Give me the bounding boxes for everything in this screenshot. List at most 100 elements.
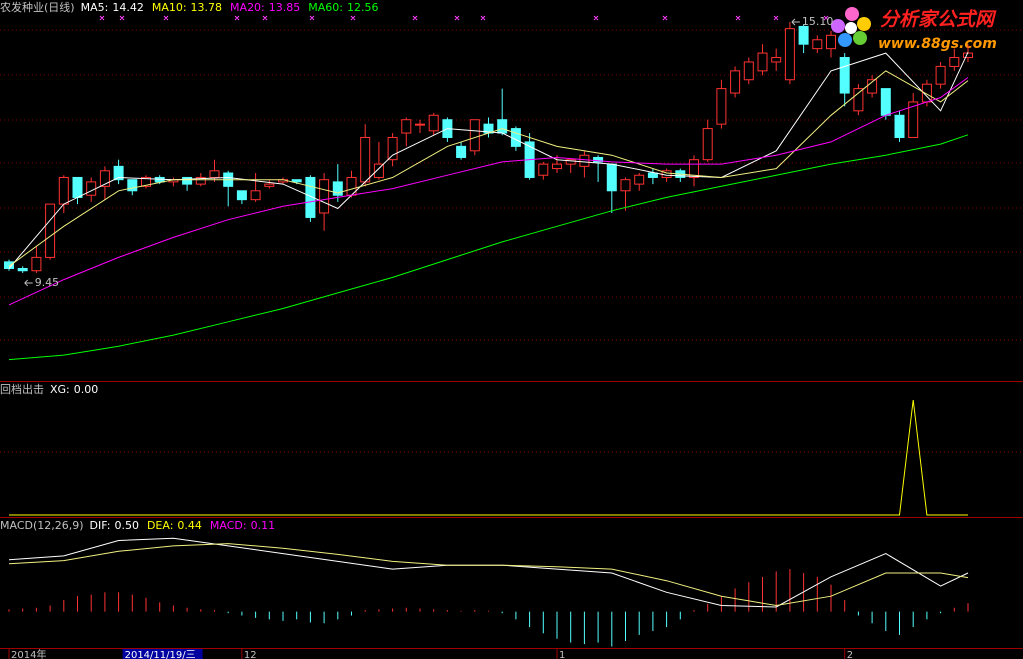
x-tick-label: 2 xyxy=(847,650,853,659)
candle-body xyxy=(743,61,754,81)
candle-body xyxy=(72,176,83,198)
candle-body xyxy=(552,163,562,170)
candle-body xyxy=(360,136,371,183)
candle-body xyxy=(195,176,206,185)
candle-body xyxy=(86,181,97,196)
ma-line xyxy=(8,51,969,269)
candle-body xyxy=(99,170,110,187)
candle-body xyxy=(565,159,576,165)
panel-title: MACD(12,26,9) xyxy=(0,519,84,532)
legend-value: 0.11 xyxy=(251,519,276,532)
cursor-box xyxy=(122,649,203,659)
candle-body xyxy=(17,268,28,272)
legend-name: MA5: xyxy=(81,1,109,14)
candle-body xyxy=(401,119,412,134)
candle-body xyxy=(319,179,330,214)
candle-body xyxy=(867,79,878,94)
candle-body xyxy=(387,136,398,161)
logo-petal xyxy=(853,31,867,45)
candle-body xyxy=(538,163,549,176)
candle-body xyxy=(606,163,617,192)
candle-body xyxy=(250,190,261,201)
legend-value: 13.85 xyxy=(269,1,301,14)
annotation-arrow xyxy=(791,18,800,26)
candle-body xyxy=(45,203,56,258)
candle-body xyxy=(182,176,193,185)
logo-petal xyxy=(838,33,852,47)
candle-body xyxy=(689,159,699,178)
candle-body xyxy=(757,52,768,72)
candle-body xyxy=(127,179,138,192)
legend-value: 12.56 xyxy=(347,1,379,14)
candle-body xyxy=(839,57,850,94)
candle-body xyxy=(236,190,247,201)
candle-body xyxy=(647,172,658,178)
logo-url: www.88gs.com xyxy=(878,36,997,52)
macd-line xyxy=(8,537,969,608)
legend-name: MA60: xyxy=(308,1,343,14)
indicator-line xyxy=(9,399,968,516)
panel-title: 回档出击 xyxy=(0,382,44,396)
legend-name: XG: xyxy=(50,383,70,396)
candle-body xyxy=(716,88,727,125)
candle-body xyxy=(784,28,795,81)
x-tick-label: 12 xyxy=(244,650,257,659)
candle-body xyxy=(771,57,782,63)
candle-body xyxy=(31,256,42,272)
signal-markers xyxy=(99,15,829,21)
candle-body xyxy=(428,114,439,132)
legend-name: DIF: xyxy=(90,519,111,532)
panel-title: 农发种业(日线) xyxy=(0,0,75,14)
candle-body xyxy=(113,165,124,181)
candle-body xyxy=(963,52,973,59)
candle-body xyxy=(209,170,220,178)
candle-body xyxy=(826,34,836,50)
candle-body xyxy=(305,176,316,218)
candle-body xyxy=(853,88,864,112)
legend-value: 0.44 xyxy=(177,519,202,532)
candle-body xyxy=(730,70,741,94)
cursor-date: 2014/11/19/三 xyxy=(125,650,196,659)
logo-petal xyxy=(845,7,859,21)
candle-body xyxy=(264,183,275,187)
legend-name: DEA: xyxy=(147,519,173,532)
ma-line xyxy=(8,134,969,361)
x-tick-label: 2014年 xyxy=(11,648,46,659)
candle-body xyxy=(469,119,480,152)
candle-body xyxy=(58,176,69,205)
logo-title: 分析家公式网 xyxy=(880,9,997,31)
annotation-label: 15.10 xyxy=(802,15,834,28)
candle-body xyxy=(456,145,467,158)
candle-body xyxy=(593,156,604,163)
legend-value: 0.00 xyxy=(74,383,99,396)
x-tick-label: 1 xyxy=(559,650,565,659)
candle-body xyxy=(702,128,713,161)
candle-body xyxy=(497,119,508,134)
logo: 分析家公式网 www.88gs.com xyxy=(831,7,997,52)
candle-body xyxy=(894,114,905,138)
candle-body xyxy=(373,163,384,178)
macd-line xyxy=(8,543,969,607)
candle-body xyxy=(4,261,14,270)
legend-name: MACD: xyxy=(210,519,247,532)
ma-line xyxy=(8,77,969,306)
legend-value: 14.42 xyxy=(112,1,144,14)
logo-petal xyxy=(831,19,845,33)
candle-body xyxy=(415,123,425,126)
candle-body xyxy=(798,25,809,45)
ma-line xyxy=(8,70,969,267)
candle-body xyxy=(634,174,645,185)
candle-body xyxy=(579,154,590,167)
logo-petal xyxy=(857,17,871,31)
annotation-arrow xyxy=(24,279,33,287)
logo-center xyxy=(845,22,857,34)
candle-body xyxy=(812,39,823,50)
legend-value: 13.78 xyxy=(191,1,223,14)
legend-name: MA10: xyxy=(152,1,187,14)
candle-body xyxy=(332,181,343,196)
candle-body xyxy=(141,176,151,187)
candle-body xyxy=(620,179,631,192)
candle-body xyxy=(908,101,919,138)
candle-body xyxy=(510,128,521,147)
